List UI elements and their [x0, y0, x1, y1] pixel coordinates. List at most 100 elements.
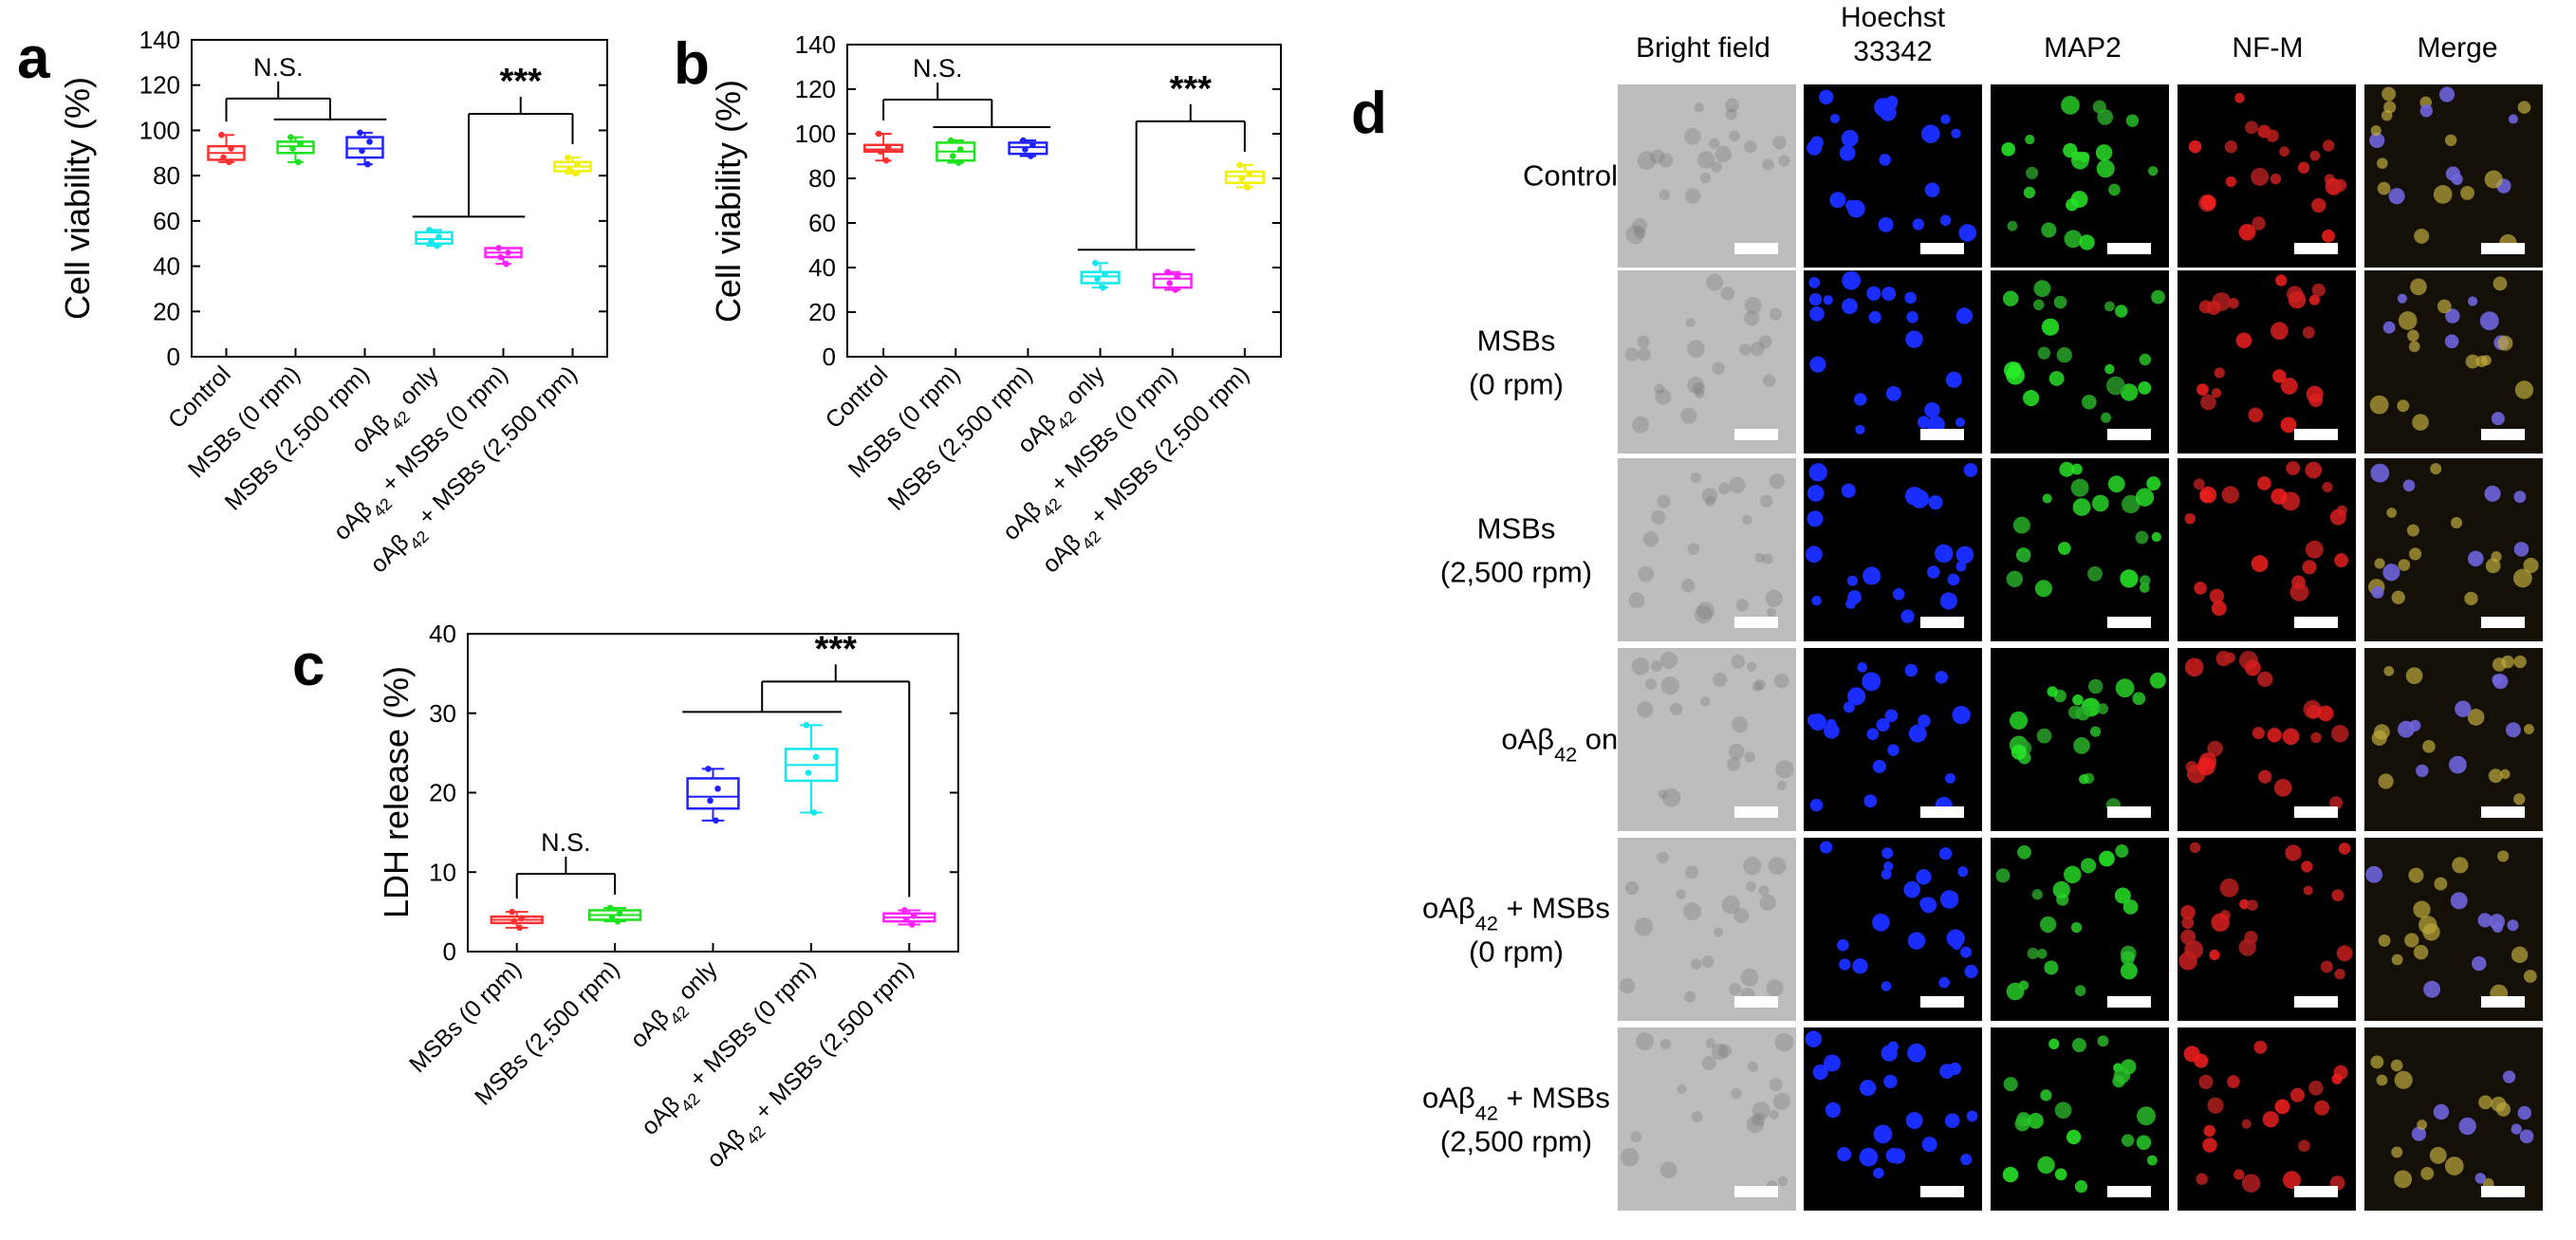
cell-mark	[2149, 672, 2166, 689]
cell-mark	[1670, 702, 1683, 715]
cell-mark	[1699, 696, 1711, 707]
data-point	[436, 233, 442, 240]
cell-mark	[2438, 86, 2456, 102]
cell-mark	[2097, 1035, 2109, 1047]
cell-mark	[2369, 132, 2385, 149]
cell-mark	[1624, 880, 1640, 896]
cell-mark	[2037, 346, 2050, 360]
cell-mark	[2500, 768, 2511, 780]
cell-mark	[1694, 605, 1713, 624]
cell-mark	[2383, 665, 2395, 676]
data-point	[707, 797, 713, 805]
data-point	[1022, 146, 1029, 153]
cell-mark	[2514, 380, 2534, 399]
cell-mark	[2333, 178, 2347, 192]
cell-mark	[1878, 216, 1894, 232]
cell-mark	[2517, 1105, 2531, 1120]
cell-mark	[2082, 394, 2097, 410]
y-tick-label: 0	[167, 342, 180, 371]
data-point	[574, 160, 581, 168]
cell-mark	[1944, 773, 1955, 784]
micrograph-tile	[1804, 838, 1982, 1021]
cell-mark	[2184, 940, 2204, 960]
cell-mark	[2188, 139, 2202, 154]
cell-mark	[2036, 728, 2052, 744]
cell-mark	[1955, 546, 1974, 564]
y-tick-label: 120	[795, 75, 836, 103]
cell-mark	[2019, 551, 2030, 564]
cell-mark	[1632, 416, 1650, 434]
cell-mark	[2283, 1171, 2301, 1190]
cell-mark	[2270, 322, 2289, 341]
data-point	[357, 129, 363, 137]
cell-mark	[2336, 945, 2353, 962]
cell-mark	[1881, 847, 1894, 860]
cell-mark	[2322, 481, 2333, 492]
cell-mark	[2507, 919, 2519, 932]
cell-mark	[1634, 227, 1646, 239]
cell-mark	[2115, 678, 2135, 698]
data-point	[614, 917, 621, 925]
cell-mark	[1714, 927, 1724, 937]
data-point	[289, 145, 296, 152]
category-label: oAβ42 only	[625, 955, 729, 1059]
cell-mark	[1751, 681, 1763, 693]
cell-mark	[2059, 461, 2075, 477]
cell-mark	[2390, 1059, 2403, 1072]
cell-mark	[1809, 356, 1826, 373]
cell-mark	[2512, 568, 2532, 588]
data-point	[713, 817, 719, 824]
cell-mark	[2207, 1097, 2224, 1114]
cell-mark	[1659, 189, 1671, 200]
cell-mark	[1921, 124, 1940, 143]
data-point	[956, 146, 964, 153]
cell-mark	[2311, 283, 2326, 297]
cell-mark	[1729, 743, 1745, 760]
cell-mark	[1843, 701, 1855, 713]
panel-label-d: d	[1351, 81, 1387, 146]
cell-mark	[2455, 700, 2472, 717]
data-point	[1172, 287, 1179, 293]
cell-mark	[1711, 1043, 1729, 1061]
cell-mark	[1940, 114, 1951, 124]
y-tick-label: 60	[808, 209, 836, 237]
micrograph-tile	[1618, 270, 1796, 453]
cell-mark	[2505, 722, 2521, 738]
cell-mark	[1735, 598, 1750, 612]
cell-mark	[2491, 551, 2502, 563]
cell-mark	[2017, 844, 2031, 860]
data-point	[1029, 141, 1036, 149]
data-point	[714, 786, 721, 792]
cell-mark	[2322, 229, 2335, 243]
cell-mark	[1924, 182, 1940, 197]
cell-mark	[2120, 383, 2139, 401]
cell-mark	[1995, 868, 2011, 883]
cell-mark	[2041, 222, 2057, 238]
y-tick-label: 100	[139, 116, 180, 144]
data-point	[949, 153, 956, 159]
cell-mark	[1960, 1154, 1973, 1166]
cell-mark	[1621, 1148, 1640, 1167]
cell-mark	[2303, 885, 2313, 896]
scale-bar	[1920, 806, 1964, 818]
scale-bar	[1734, 996, 1778, 1008]
cell-mark	[2239, 898, 2250, 910]
row-label: oAβ42 + MSBs	[1422, 1082, 1610, 1125]
y-tick-label: 140	[795, 30, 836, 59]
cell-mark	[1947, 573, 1960, 586]
cell-mark	[2290, 1087, 2305, 1102]
cell-mark	[2280, 416, 2297, 434]
cell-mark	[1693, 381, 1706, 396]
y-tick-label: 100	[795, 120, 836, 148]
cell-mark	[2227, 1075, 2240, 1088]
cell-mark	[1938, 976, 1950, 989]
cell-mark	[1772, 1092, 1791, 1111]
cell-mark	[1717, 1044, 1732, 1058]
cell-mark	[2491, 412, 2505, 426]
cell-mark	[2329, 509, 2346, 526]
cell-mark	[1809, 305, 1825, 322]
cell-mark	[2334, 553, 2349, 567]
cell-mark	[1945, 371, 1962, 388]
